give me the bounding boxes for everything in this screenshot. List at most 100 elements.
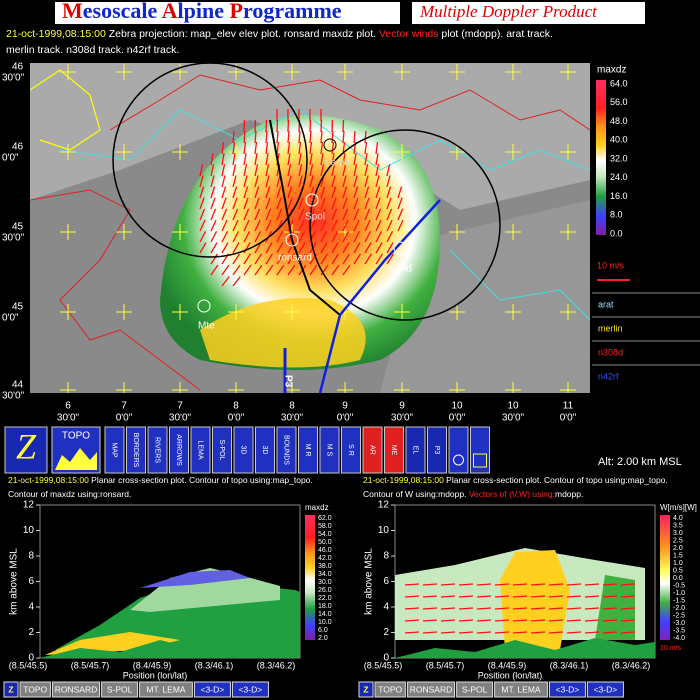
- button-label[interactable]: S-POL: [218, 439, 225, 460]
- wind-vector: [566, 631, 582, 634]
- wind-vector: [199, 242, 207, 254]
- button-label[interactable]: M S: [326, 444, 333, 457]
- wind-vector: [276, 231, 284, 243]
- tool-button[interactable]: [126, 426, 146, 474]
- panel-button-label[interactable]: MT. LEMA: [146, 684, 186, 694]
- button-label[interactable]: BORDERS: [132, 433, 139, 468]
- wind-vector: [298, 219, 305, 232]
- button-icon[interactable]: [453, 454, 464, 466]
- panel-button-label[interactable]: <3-D>: [556, 684, 580, 694]
- panel-button-label[interactable]: TOPO: [23, 684, 47, 694]
- tool-button[interactable]: [319, 426, 340, 474]
- panel-button[interactable]: [456, 681, 494, 698]
- panel-button-label[interactable]: <3-D>: [201, 684, 225, 694]
- button-label[interactable]: P3: [433, 446, 440, 455]
- panel-button-label[interactable]: S-POL: [462, 684, 488, 694]
- button-label[interactable]: 3D: [240, 446, 247, 455]
- tool-button[interactable]: [4, 426, 48, 474]
- panel-button[interactable]: [19, 681, 51, 698]
- button-label[interactable]: ME: [390, 445, 397, 456]
- panel-button-label[interactable]: <3-D>: [594, 684, 618, 694]
- wind-vector: [309, 153, 313, 166]
- panel-button-label[interactable]: Z: [8, 684, 13, 694]
- altitude: Alt: 2.00 km MSL: [598, 456, 682, 468]
- panel-button-label[interactable]: RONSARD: [410, 684, 453, 694]
- x-tick-label: (8.4/45.9): [488, 660, 527, 670]
- tool-button[interactable]: [362, 426, 383, 474]
- button-label[interactable]: EL: [412, 446, 419, 455]
- colorbar-label: 2.5: [673, 537, 683, 544]
- panel-button-label[interactable]: <3-D>: [239, 684, 263, 694]
- tool-button[interactable]: [104, 426, 125, 474]
- tool-button[interactable]: [341, 426, 361, 474]
- button-label[interactable]: Z: [16, 426, 37, 466]
- wind-vector: [265, 197, 271, 210]
- panel-button[interactable]: [406, 681, 456, 698]
- button-label[interactable]: BOUNDS: [283, 435, 290, 465]
- tool-button[interactable]: [448, 426, 469, 474]
- lat-label: 45: [12, 302, 24, 313]
- tool-button[interactable]: [233, 426, 254, 474]
- tool-button[interactable]: [298, 426, 318, 474]
- title-char: e: [83, 0, 93, 23]
- tool-button[interactable]: [427, 426, 447, 474]
- panel-button[interactable]: [193, 681, 231, 698]
- tool-button[interactable]: [470, 426, 490, 474]
- lat-label: 0'0": [2, 153, 19, 164]
- wind-vector: [566, 619, 582, 622]
- panel-button[interactable]: [101, 681, 139, 698]
- tool-button[interactable]: [255, 426, 275, 474]
- wind-vector: [331, 242, 339, 254]
- wind-vector: [331, 142, 335, 155]
- panel-info-text: Contour of W using:mdopp.: [363, 489, 469, 499]
- panel-button[interactable]: [51, 681, 101, 698]
- wind-vector: [353, 164, 358, 177]
- tool-button[interactable]: [212, 426, 232, 474]
- button-label[interactable]: MAP: [111, 442, 118, 458]
- button-label[interactable]: RIVERS: [154, 437, 161, 463]
- panel-button[interactable]: [586, 681, 624, 698]
- panel-button[interactable]: [494, 681, 548, 698]
- tool-button[interactable]: [169, 426, 189, 474]
- button-label[interactable]: 3D: [261, 446, 268, 455]
- panel-button[interactable]: [548, 681, 586, 698]
- tool-button[interactable]: [147, 426, 168, 474]
- wind-vector: [298, 242, 306, 254]
- x-tick-label: (8.5/45.5): [9, 660, 48, 670]
- panel-button[interactable]: [358, 681, 374, 698]
- button-label[interactable]: ARROWS: [175, 434, 182, 466]
- button-icon[interactable]: [473, 453, 487, 468]
- button-icon[interactable]: [55, 448, 97, 470]
- button-label[interactable]: S R: [347, 444, 354, 456]
- colorbar-label: 46.0: [318, 547, 332, 554]
- panel-button-label[interactable]: TOPO: [378, 684, 402, 694]
- wind-vector: [620, 607, 636, 610]
- panel-button-label[interactable]: RONSARD: [55, 684, 98, 694]
- tool-button[interactable]: [384, 426, 404, 474]
- wind-vector: [620, 619, 636, 622]
- tool-button[interactable]: [405, 426, 426, 474]
- button-label[interactable]: AR: [369, 445, 376, 455]
- tool-button[interactable]: [190, 426, 211, 474]
- tool-button[interactable]: [276, 426, 297, 474]
- panel-button[interactable]: [3, 681, 19, 698]
- panel-button[interactable]: [374, 681, 406, 698]
- wind-vector: [243, 253, 251, 265]
- station: [393, 241, 407, 255]
- wind-vector: [602, 595, 618, 598]
- button-label[interactable]: M R: [304, 444, 311, 457]
- button-label[interactable]: LEMA: [197, 440, 204, 459]
- y-tick-label: 6: [28, 576, 34, 587]
- wind-vector: [584, 607, 600, 610]
- panel-button-label[interactable]: MT. LEMA: [501, 684, 541, 694]
- panel-button[interactable]: [231, 681, 269, 698]
- wind-vector: [404, 631, 420, 634]
- panel-button[interactable]: [139, 681, 193, 698]
- panel-button-label[interactable]: Z: [363, 684, 368, 694]
- title-char: m: [295, 0, 313, 23]
- wind-vector: [375, 242, 383, 254]
- wind-vector: [342, 186, 348, 199]
- panel-button-label[interactable]: S-POL: [107, 684, 133, 694]
- button-label[interactable]: TOPO: [62, 431, 90, 442]
